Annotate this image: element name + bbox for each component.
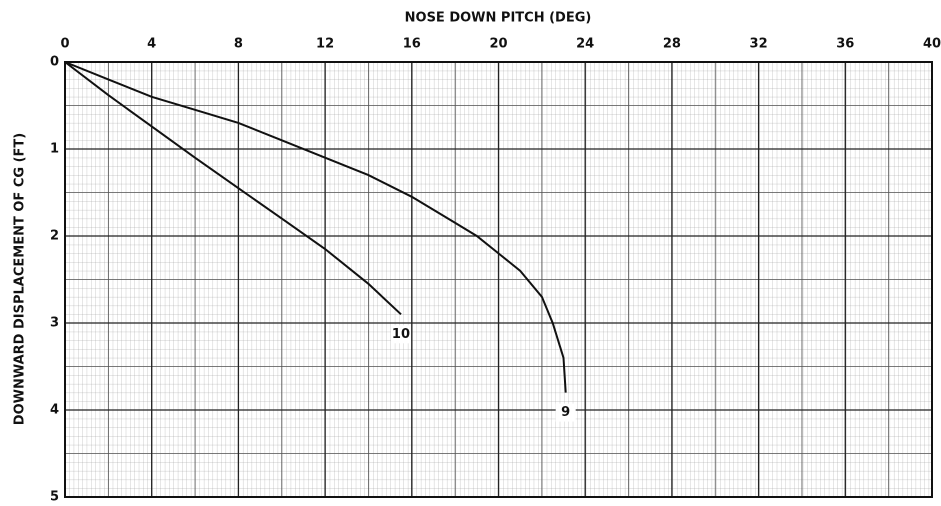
y-tick-label: 4	[50, 403, 59, 418]
y-tick-label: 0	[50, 55, 59, 70]
x-tick-label: 20	[489, 37, 507, 52]
x-tick-label: 24	[576, 37, 594, 52]
curve	[64, 61, 402, 316]
x-tick-label: 12	[316, 37, 334, 52]
y-tick-label: 5	[50, 490, 59, 505]
x-tick-label: 16	[403, 37, 421, 52]
x-tick-label: 0	[60, 37, 69, 52]
x-tick-label: 8	[234, 37, 243, 52]
plot-frame	[64, 61, 933, 498]
x-tick-label: 28	[663, 37, 681, 52]
x-tick-label: 36	[836, 37, 854, 52]
y-axis-label: DOWNWARD DISPLACEMENT OF CG (FT)	[13, 133, 28, 425]
x-tick-label: 32	[750, 37, 768, 52]
curve-label: 10	[392, 327, 410, 342]
curve-label: 9	[561, 405, 570, 420]
y-tick-label: 2	[50, 229, 59, 244]
y-tick-label: 3	[50, 316, 59, 331]
label-bg	[390, 325, 411, 344]
label-bg	[555, 403, 576, 422]
x-tick-label: 4	[147, 37, 156, 52]
x-axis-label: NOSE DOWN PITCH (DEG)	[405, 11, 592, 26]
y-tick-label: 1	[50, 142, 59, 157]
curve	[64, 61, 567, 393]
x-tick-label: 40	[923, 37, 941, 52]
